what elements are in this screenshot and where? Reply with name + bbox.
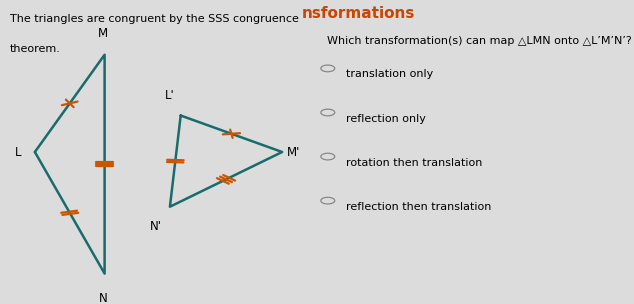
Text: theorem.: theorem. xyxy=(10,44,60,54)
Text: nsformations: nsformations xyxy=(302,6,415,21)
Text: M': M' xyxy=(287,146,301,158)
Text: rotation then translation: rotation then translation xyxy=(346,158,482,168)
Text: Which transformation(s) can map △LMN onto △L’M’N’?: Which transformation(s) can map △LMN ont… xyxy=(327,36,631,47)
Text: N: N xyxy=(99,292,108,304)
Text: L: L xyxy=(15,146,21,158)
Text: reflection then translation: reflection then translation xyxy=(346,202,491,212)
Text: The triangles are congruent by the SSS congruence: The triangles are congruent by the SSS c… xyxy=(10,14,299,24)
Text: reflection only: reflection only xyxy=(346,114,425,123)
Text: translation only: translation only xyxy=(346,70,433,79)
Text: M: M xyxy=(98,26,108,40)
Text: N': N' xyxy=(150,220,162,233)
Text: L': L' xyxy=(165,89,174,102)
